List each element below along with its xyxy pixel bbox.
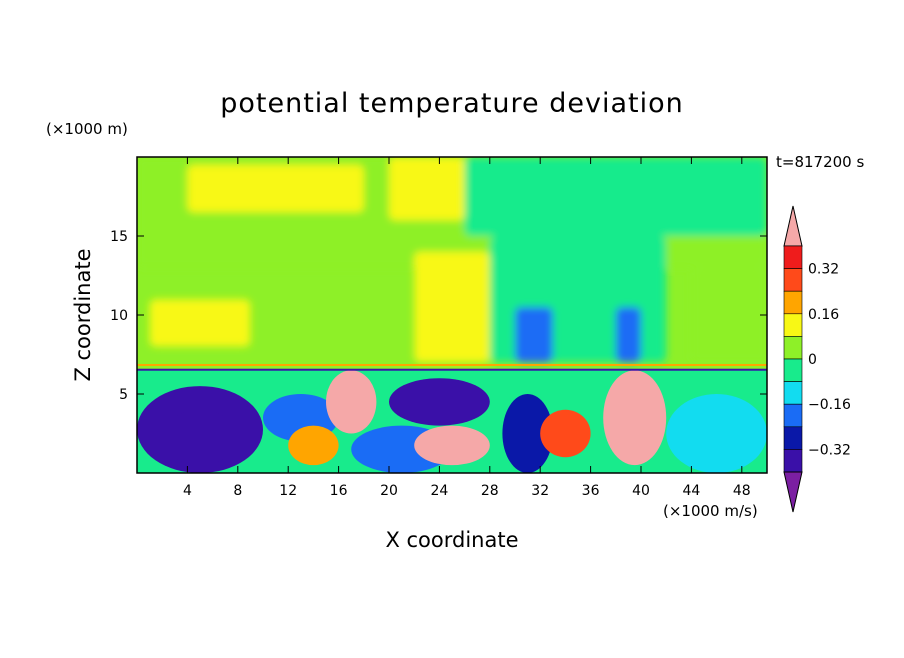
anomaly-region [414, 425, 490, 466]
colorbar-segment [783, 449, 803, 473]
upper-band [149, 299, 251, 347]
x-unit-label: (×1000 m/s) [663, 502, 758, 520]
colorbar-top-triangle [783, 205, 803, 247]
time-label: t=817200 s [776, 153, 864, 171]
x-tick-label: 44 [682, 483, 700, 499]
colorbar-label: −0.16 [808, 397, 851, 413]
x-tick-label: 16 [330, 483, 348, 499]
anomaly-region [603, 370, 667, 466]
colorbar-label: 0.16 [808, 307, 839, 323]
x-tick-label: 40 [632, 483, 650, 499]
colorbar-segment [783, 290, 803, 315]
upper-band [615, 307, 641, 363]
colorbar-segment [783, 403, 803, 428]
colorbar-segment [783, 313, 803, 337]
y-axis-label: Z coordinate [71, 248, 95, 381]
colorbar-segment [783, 426, 803, 450]
y-unit-label: (×1000 m) [46, 120, 128, 138]
inversion-band-bottom [137, 368, 767, 371]
upper-band [389, 157, 465, 221]
x-tick-label: 48 [733, 483, 751, 499]
inversion-line [137, 363, 767, 371]
y-axis-ticks: 5 10 15 [110, 229, 767, 403]
colorbar-segment [783, 381, 803, 405]
x-tick-label: 36 [582, 483, 600, 499]
x-tick-label: 24 [430, 483, 448, 499]
colorbar-segment [783, 245, 803, 269]
anomaly-region [162, 409, 238, 466]
anomaly-region [502, 394, 553, 473]
colorbar-label: 0.32 [808, 262, 839, 278]
colorbar-segment [783, 268, 803, 292]
chart-title: potential temperature deviation [220, 88, 683, 119]
x-tick-label: 12 [279, 483, 297, 499]
colorbar-label: −0.32 [808, 442, 851, 458]
colorbar-segment [783, 336, 803, 360]
anomaly-region [666, 394, 767, 473]
colorbar-label: 0 [808, 352, 817, 368]
upper-layer-bands [137, 157, 767, 363]
anomaly-region [326, 370, 377, 434]
y-tick-label: 10 [110, 308, 128, 324]
colorbar-segment [783, 358, 803, 382]
upper-band [464, 157, 767, 236]
x-axis-label: X coordinate [385, 528, 518, 552]
colorbar: 0.32 0.16 0 −0.16 −0.32 [783, 205, 851, 513]
anomaly-region [540, 409, 591, 458]
x-tick-label: 28 [481, 483, 499, 499]
x-tick-label: 8 [233, 483, 242, 499]
upper-band [691, 267, 767, 363]
plot-area [137, 157, 767, 473]
x-tick-label: 32 [531, 483, 549, 499]
anomaly-region [389, 378, 490, 426]
x-tick-label: 20 [380, 483, 398, 499]
upper-band [414, 251, 490, 363]
x-axis-ticks: 4 8 12 16 20 24 28 32 36 40 44 48 [183, 157, 751, 499]
colorbar-bottom-triangle [783, 471, 803, 513]
x-tick-label: 4 [183, 483, 192, 499]
y-tick-label: 5 [119, 387, 128, 403]
upper-band [515, 307, 553, 363]
y-tick-label: 15 [110, 229, 128, 245]
upper-band [187, 164, 364, 213]
inversion-band-top [137, 363, 767, 366]
lower-layer-regions [137, 370, 767, 473]
anomaly-region [288, 425, 339, 466]
